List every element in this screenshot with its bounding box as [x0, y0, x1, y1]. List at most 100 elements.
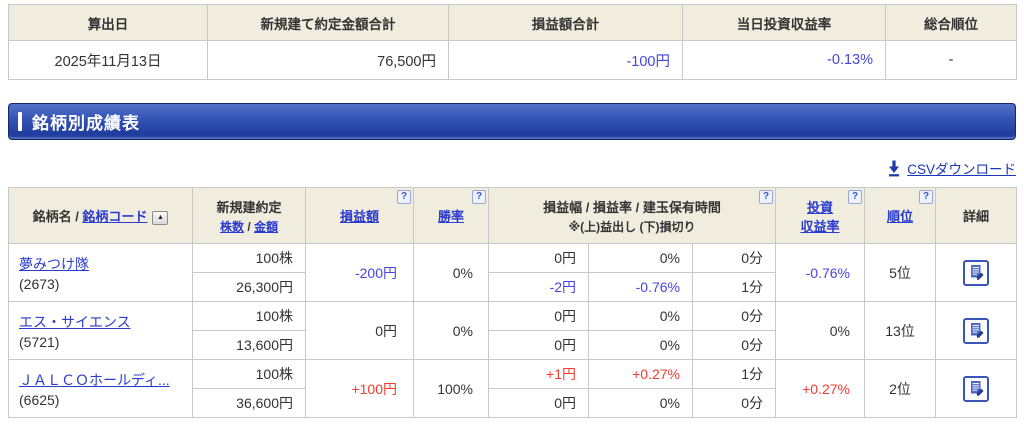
stock-name-cell: エス・サイエンス (5721): [8, 301, 193, 360]
header-overall-rank: 総合順位: [885, 4, 1017, 41]
return-help-icon[interactable]: ?: [848, 190, 862, 204]
range-help-icon[interactable]: ?: [759, 190, 773, 204]
profit-width-cell: 0円: [488, 301, 589, 331]
sort-by-return-link[interactable]: 投資 収益率: [800, 199, 840, 234]
loss-width-cell: 0円: [488, 330, 589, 360]
name-header-label: 銘柄名: [32, 209, 72, 224]
section-banner: 銘柄別成績表: [8, 103, 1016, 140]
note-pencil-icon: [970, 381, 984, 396]
stock-name-link[interactable]: ＪＡＬＣＯホールディ...: [19, 371, 170, 388]
stock-row-top: エス・サイエンス (5721) 100株 0円 0% 0円 0% 0分 0% 1…: [8, 301, 1017, 360]
loss-width-cell: 0円: [488, 388, 589, 418]
stock-name-link[interactable]: エス・サイエンス: [19, 313, 131, 330]
loss-width-cell: -2円: [488, 272, 589, 302]
section-title: 銘柄別成績表: [32, 114, 140, 133]
detail-cell: [935, 359, 1017, 418]
profit-rate-cell: 0%: [588, 301, 693, 331]
sort-by-pl-link[interactable]: 損益額: [339, 209, 379, 224]
col-header-return: 投資 収益率 ?: [775, 187, 865, 244]
amount-cell: 26,300円: [192, 272, 306, 302]
return-cell: +0.27%: [775, 359, 865, 418]
profit-rate-cell: 0%: [588, 243, 693, 273]
loss-rate-cell: 0%: [588, 330, 693, 360]
pl-help-icon[interactable]: ?: [397, 190, 411, 204]
pl-total-value: -100円: [448, 40, 683, 80]
stocks-tbody: 夢みつけ隊 (2673) 100株 -200円 0% 0円 0% 0分 -0.7…: [8, 243, 1017, 418]
amount-cell: 13,600円: [192, 330, 306, 360]
stock-row-bottom: 26,300円 -2円 -0.76% 1分: [9, 272, 1017, 302]
new-contract-label: 新規建約定: [216, 199, 282, 215]
return-cell: -0.76%: [775, 243, 865, 302]
detail-button[interactable]: [963, 375, 989, 402]
csv-download-icon: [889, 160, 900, 176]
stock-row-bottom: 13,600円 0円 0% 0分: [9, 330, 1017, 360]
rank-cell: 13位: [864, 301, 936, 360]
profit-time-cell: 0分: [692, 243, 776, 273]
rank-help-icon[interactable]: ?: [919, 190, 933, 204]
header-calc-date: 算出日: [8, 4, 208, 41]
win-rate-cell: 0%: [413, 301, 489, 360]
stock-name-link[interactable]: 夢みつけ隊: [19, 255, 89, 272]
pl-cell: 0円: [305, 301, 414, 360]
header-pl-total: 損益額合計: [448, 4, 683, 41]
stock-row-top: 夢みつけ隊 (2673) 100株 -200円 0% 0円 0% 0分 -0.7…: [8, 243, 1017, 302]
stock-row-bottom: 36,600円 0円 0% 0分: [9, 388, 1017, 418]
name-header-sep: /: [71, 209, 83, 224]
win-help-icon[interactable]: ?: [472, 190, 486, 204]
stock-code: (2673): [19, 275, 60, 292]
stock-name-cell: ＪＡＬＣＯホールディ... (6625): [8, 359, 193, 418]
loss-rate-cell: 0%: [588, 388, 693, 418]
win-rate-cell: 0%: [413, 243, 489, 302]
calc-date-value: 2025年11月13日: [8, 40, 208, 80]
day-return-value: -0.13%: [682, 40, 886, 80]
range-header-line2: ※(上)益出し (下)損切り: [568, 219, 696, 234]
stock-name-cell: 夢みつけ隊 (2673): [8, 243, 193, 302]
shares-sep: /: [243, 219, 254, 234]
header-new-total: 新規建て約定金額合計: [207, 4, 449, 41]
shares-cell: 100株: [192, 301, 306, 331]
summary-table: 算出日 新規建て約定金額合計 損益額合計 当日投資収益率 総合順位 2025年1…: [8, 4, 1017, 80]
csv-download-link[interactable]: CSVダウンロード: [907, 162, 1016, 177]
shares-cell: 100株: [192, 359, 306, 389]
sort-by-amount-link[interactable]: 金額: [254, 219, 279, 234]
summary-header-row: 算出日 新規建て約定金額合計 損益額合計 当日投資収益率 総合順位: [8, 4, 1017, 41]
col-header-new-contract: 新規建約定 株数 / 金額: [192, 187, 306, 244]
sort-by-win-link[interactable]: 勝率: [437, 209, 464, 224]
rank-cell: 2位: [864, 359, 936, 418]
table-header-row: 銘柄名 / 銘柄コード ▲ 新規建約定 株数 / 金額 損益額 ? 勝率 ? 損益…: [8, 187, 1017, 244]
sort-asc-button[interactable]: ▲: [152, 210, 169, 225]
pl-cell: -200円: [305, 243, 414, 302]
return-cell: 0%: [775, 301, 865, 360]
profit-time-cell: 0分: [692, 301, 776, 331]
col-header-range-group: 損益幅 / 損益率 / 建玉保有時間 ※(上)益出し (下)損切り ?: [488, 187, 776, 244]
stock-performance-table: 銘柄名 / 銘柄コード ▲ 新規建約定 株数 / 金額 損益額 ? 勝率 ? 損益…: [8, 187, 1017, 418]
profit-time-cell: 1分: [692, 359, 776, 389]
banner-accent-bar: [18, 112, 22, 131]
note-pencil-icon: [970, 265, 984, 280]
sort-by-rank-link[interactable]: 順位: [886, 209, 913, 224]
detail-button[interactable]: [963, 317, 989, 344]
pl-cell: +100円: [305, 359, 414, 418]
rank-cell: 5位: [864, 243, 936, 302]
overall-rank-value: -: [885, 40, 1017, 80]
col-header-detail: 詳細: [935, 187, 1017, 244]
col-header-pl: 損益額 ?: [305, 187, 414, 244]
range-header-line1: 損益幅 / 損益率 / 建玉保有時間: [543, 199, 721, 215]
stock-code: (6625): [19, 391, 60, 408]
sort-by-shares-link[interactable]: 株数: [219, 219, 244, 234]
note-pencil-icon: [970, 323, 984, 338]
loss-time-cell: 0分: [692, 330, 776, 360]
amount-cell: 36,600円: [192, 388, 306, 418]
col-header-win-rate: 勝率 ?: [413, 187, 489, 244]
sort-by-code-link[interactable]: 銘柄コード: [82, 209, 148, 224]
summary-value-row: 2025年11月13日 76,500円 -100円 -0.13% -: [8, 40, 1017, 80]
detail-cell: [935, 243, 1017, 302]
profit-width-cell: +1円: [488, 359, 589, 389]
detail-header-label: 詳細: [962, 209, 989, 224]
detail-button[interactable]: [963, 259, 989, 286]
stock-code: (5721): [19, 333, 60, 350]
stock-row-top: ＪＡＬＣＯホールディ... (6625) 100株 +100円 100% +1円…: [8, 359, 1017, 418]
new-total-value: 76,500円: [207, 40, 449, 80]
loss-time-cell: 1分: [692, 272, 776, 302]
csv-download-row: CSVダウンロード: [887, 157, 1016, 179]
